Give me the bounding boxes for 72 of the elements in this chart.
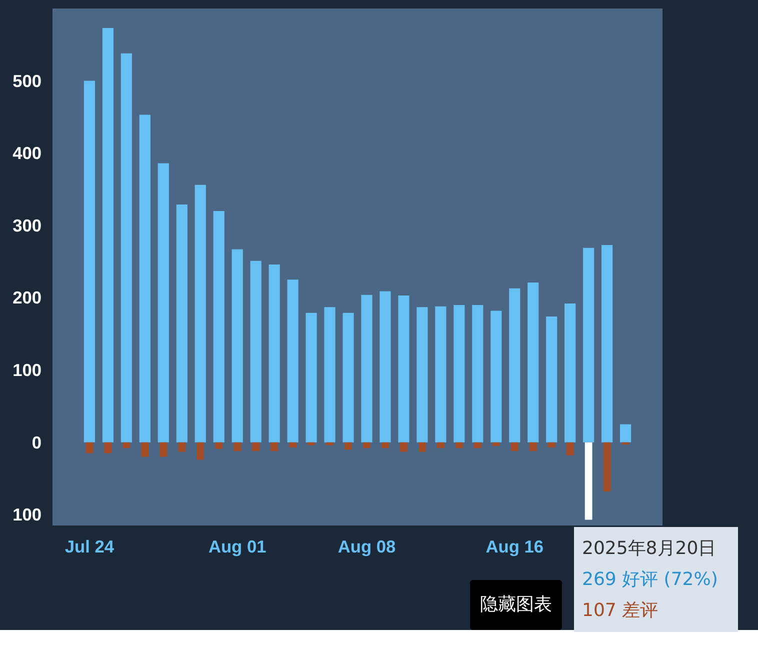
bar — [602, 244, 613, 442]
bar — [215, 442, 223, 449]
bar — [270, 442, 278, 452]
bar — [583, 248, 594, 442]
text: 隐藏图表 — [470, 580, 562, 630]
bar — [289, 442, 296, 448]
bar — [178, 442, 186, 452]
x-tick-label: Jul 24 — [64, 536, 114, 556]
bar — [529, 442, 537, 452]
bar — [306, 312, 317, 442]
bar — [584, 442, 592, 520]
bar — [418, 442, 426, 452]
bar — [176, 204, 188, 442]
bar — [141, 442, 149, 457]
bar — [104, 442, 112, 454]
bar — [472, 304, 484, 442]
y-tick-label: 500 — [12, 70, 42, 91]
bar — [564, 304, 576, 442]
bar — [509, 288, 520, 442]
bar — [120, 53, 132, 442]
bar — [490, 310, 502, 442]
bar — [139, 114, 150, 442]
bar — [361, 294, 372, 442]
y-tick-label: 200 — [12, 288, 42, 308]
bar — [398, 296, 410, 442]
bar — [380, 291, 391, 442]
bar — [194, 184, 206, 442]
bar — [158, 163, 169, 442]
bar — [344, 442, 352, 450]
bar — [213, 210, 224, 442]
y-tick-label: 400 — [12, 143, 42, 164]
bar — [454, 304, 465, 442]
y-tick-label: 0 — [32, 432, 42, 452]
bar — [436, 442, 444, 448]
bar — [455, 442, 463, 448]
bar — [84, 80, 96, 442]
bar — [252, 442, 260, 452]
bar — [86, 442, 94, 454]
bar — [620, 424, 632, 442]
bar — [474, 442, 482, 448]
x-tick-label: Aug 08 — [338, 536, 396, 556]
x-tick-label: Aug 01 — [208, 536, 267, 556]
bar — [268, 264, 280, 442]
bar — [416, 307, 428, 442]
bar — [250, 260, 262, 442]
text: 269 好评 (72%) — [582, 568, 719, 592]
bar — [287, 280, 298, 442]
bar — [510, 442, 518, 452]
bar — [122, 442, 130, 448]
bar — [342, 312, 354, 442]
y-tick-label: 100 — [12, 360, 42, 380]
bar — [435, 306, 446, 442]
bar — [324, 307, 336, 442]
bar — [603, 442, 611, 492]
text: 107 差评 — [582, 599, 660, 623]
x-tick-label: Aug 16 — [486, 536, 544, 556]
y-tick-label: 100 — [12, 504, 42, 525]
bar — [528, 282, 539, 442]
bar — [196, 442, 204, 460]
bar — [102, 28, 114, 442]
bar — [400, 442, 408, 452]
y-tick-label: 300 — [12, 215, 42, 236]
bar — [382, 442, 389, 448]
bar — [566, 442, 574, 456]
text: 2025年8月20日 — [582, 537, 718, 561]
bar — [548, 442, 556, 448]
bar — [492, 442, 500, 446]
bar — [546, 316, 558, 442]
bar — [160, 442, 168, 457]
bar — [234, 442, 242, 452]
bar — [232, 249, 243, 442]
bar — [363, 442, 370, 448]
